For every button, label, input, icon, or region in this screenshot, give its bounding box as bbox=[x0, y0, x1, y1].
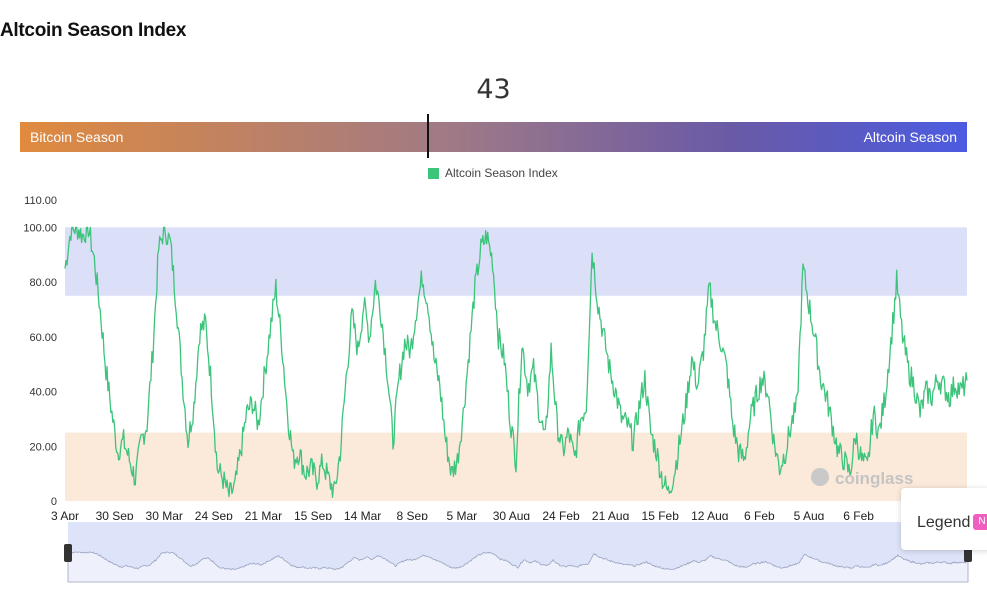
y-tick-label: 20.00 bbox=[29, 441, 57, 453]
x-tick-label: 6 Feb bbox=[843, 509, 874, 520]
y-tick-label: 110.00 bbox=[24, 195, 57, 207]
x-tick-label: 24 Feb bbox=[542, 509, 580, 520]
y-tick-label: 40.00 bbox=[29, 387, 57, 399]
chart-legend[interactable]: Altcoin Season Index bbox=[428, 166, 558, 180]
x-tick-label: 30 Sep bbox=[96, 509, 134, 520]
season-gradient-bar: Bitcoin Season Altcoin Season bbox=[20, 122, 967, 152]
x-tick-label: 15 Feb bbox=[642, 509, 680, 520]
watermark-text: coinglass bbox=[835, 469, 913, 488]
y-tick-label: 100.00 bbox=[23, 222, 57, 234]
x-tick-label: 6 Feb bbox=[744, 509, 775, 520]
x-tick-label: 14 Mar bbox=[344, 509, 381, 520]
bitcoin-season-label: Bitcoin Season bbox=[30, 129, 124, 145]
x-tick-label: 12 Aug bbox=[691, 509, 728, 520]
x-tick-label: 21 Aug bbox=[592, 509, 629, 520]
legend-toggle-panel[interactable]: Legend N bbox=[901, 488, 987, 550]
legend-series-label: Altcoin Season Index bbox=[445, 166, 558, 180]
season-position-marker bbox=[427, 114, 429, 158]
x-tick-label: 24 Sep bbox=[195, 509, 233, 520]
zone-altcoin-season bbox=[65, 227, 967, 296]
navigator-series-area bbox=[67, 551, 969, 583]
range-navigator[interactable] bbox=[0, 520, 987, 590]
x-tick-label: 15 Sep bbox=[294, 509, 332, 520]
x-tick-label: 21 Mar bbox=[245, 509, 282, 520]
altcoin-index-line bbox=[64, 226, 968, 498]
y-tick-label: 80.00 bbox=[29, 277, 57, 289]
x-tick-label: 3 Apr bbox=[51, 509, 79, 520]
altcoin-index-chart[interactable]: 0 20.00 40.00 60.00 80.00 100.00 110.00 3 Apr 30… bbox=[0, 185, 987, 520]
x-tick-label: 5 Aug bbox=[794, 509, 825, 520]
page-title: Altcoin Season Index bbox=[0, 20, 187, 41]
y-tick-label: 0 bbox=[51, 496, 57, 508]
new-badge: N bbox=[973, 514, 987, 530]
current-index-value: 43 bbox=[476, 74, 511, 105]
coinglass-logo-icon bbox=[811, 468, 829, 486]
x-tick-label: 30 Aug bbox=[493, 509, 530, 520]
y-tick-label: 60.00 bbox=[29, 332, 57, 344]
x-tick-label: 30 Mar bbox=[146, 509, 183, 520]
coinglass-watermark: coinglass bbox=[811, 468, 913, 488]
navigator-left-handle[interactable] bbox=[64, 544, 72, 562]
x-tick-label: 8 Sep bbox=[397, 509, 429, 520]
x-tick-label: 5 Mar bbox=[446, 509, 477, 520]
altcoin-season-label: Altcoin Season bbox=[863, 129, 957, 145]
legend-panel-label: Legend bbox=[917, 514, 971, 531]
legend-swatch-icon bbox=[428, 167, 439, 179]
